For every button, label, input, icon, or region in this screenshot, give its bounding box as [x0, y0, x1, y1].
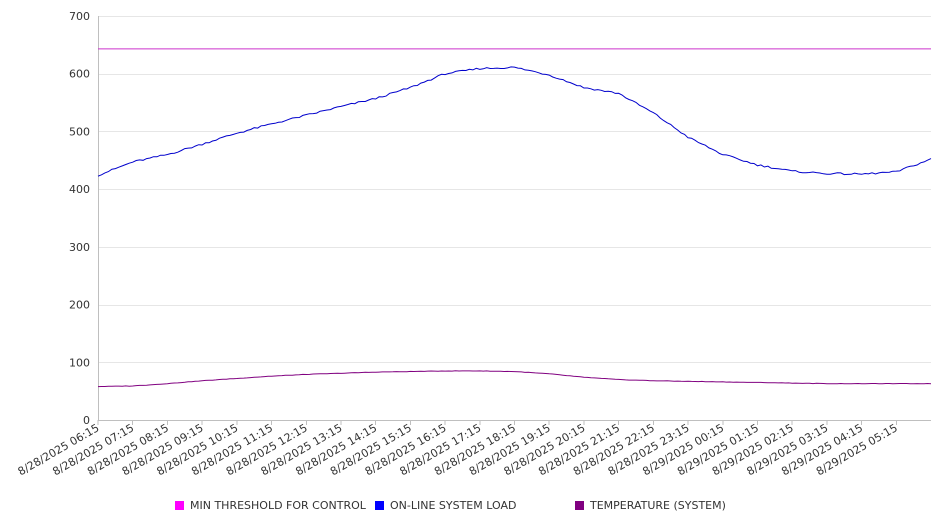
y-tick-label: 600: [69, 68, 90, 81]
legend-label-system-load: ON-LINE SYSTEM LOAD: [390, 499, 517, 512]
legend-item-system-load[interactable]: ON-LINE SYSTEM LOAD: [375, 499, 516, 512]
y-tick-label: 300: [69, 241, 90, 254]
grid-lines: [98, 16, 931, 363]
x-axis-ticks: 8/28/2025 06:158/28/2025 07:158/28/2025 …: [16, 420, 900, 478]
y-tick-label: 400: [69, 183, 90, 196]
y-tick-label: 200: [69, 299, 90, 312]
series-line-temperature: [97, 370, 932, 388]
y-axis-ticks: 0 100 200 300 400 500 600 700: [69, 10, 90, 427]
legend-item-temperature[interactable]: TEMPERATURE (SYSTEM): [575, 499, 726, 512]
legend-label-temperature: TEMPERATURE (SYSTEM): [590, 499, 726, 512]
legend-swatch-system-load: [375, 501, 384, 510]
y-tick-label: 100: [69, 356, 90, 369]
series-line-system-load: [97, 66, 932, 177]
series-lines: [97, 48, 932, 388]
legend-item-min-threshold[interactable]: MIN THRESHOLD FOR CONTROL: [175, 499, 366, 512]
legend-swatch-min-threshold: [175, 501, 184, 510]
axes: [98, 16, 931, 421]
y-tick-label: 500: [69, 125, 90, 138]
y-tick-label: 700: [69, 10, 90, 23]
y-tick-label: 0: [83, 414, 90, 427]
legend-swatch-temperature: [575, 501, 584, 510]
legend-label-min-threshold: MIN THRESHOLD FOR CONTROL: [190, 499, 366, 512]
